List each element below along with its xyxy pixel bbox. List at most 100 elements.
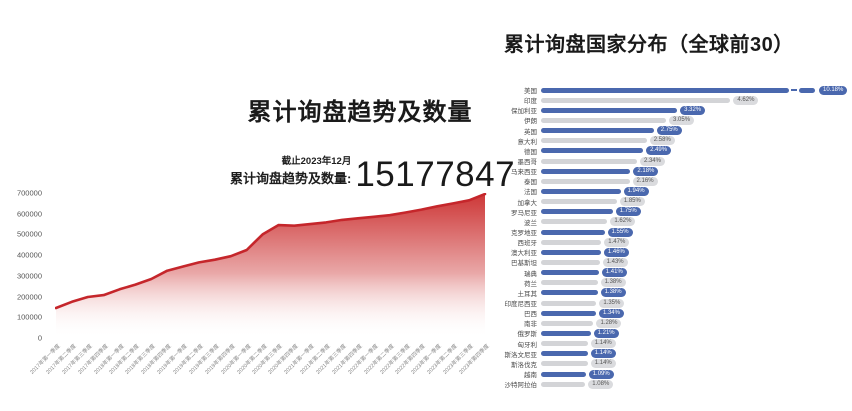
value-pill: 1.47%: [604, 237, 630, 247]
country-label: 沙特阿拉伯: [504, 382, 538, 390]
value-pill: 3.05%: [669, 115, 695, 125]
area-chart: 0 100000 200000 300000 400000 500000 600000 700…: [16, 189, 491, 409]
value-pill: 2.16%: [632, 176, 658, 186]
country-bar: [541, 117, 667, 123]
country-bar: [541, 259, 600, 265]
bar-row: 巴西 1.34%: [490, 308, 852, 318]
country-label: 法国: [524, 189, 537, 197]
country-label: 印度尼西亚: [504, 301, 538, 309]
country-label: 南非: [524, 321, 537, 329]
bar-row: 斯洛伐克 1.14%: [490, 359, 852, 369]
value-pill: 10.18%: [819, 85, 848, 95]
country-label: 加拿大: [517, 199, 538, 207]
area-line: [55, 193, 487, 310]
bar-row: 保加利亚 3.32%: [490, 105, 852, 115]
country-bar-chart: 美国 10.18% 印度 4.62% 保加利亚 3.32% 伊朗 3.05% 英国 2.75% 意大…: [490, 85, 852, 389]
bar-row: 意大利 2.58%: [490, 136, 852, 146]
value-pill: 1.09%: [588, 369, 614, 379]
country-bar: [541, 361, 588, 367]
country-bar: [541, 310, 596, 316]
country-label: 伊朗: [524, 118, 537, 126]
value-pill: 1.14%: [590, 349, 616, 359]
y-tick-label: 600000: [16, 209, 42, 219]
country-label: 意大利: [517, 138, 538, 146]
metric-label: 累计询盘趋势及数量:: [230, 171, 352, 186]
total-value: 15177847: [355, 154, 516, 194]
bar-row: 斯洛文尼亚 1.14%: [490, 349, 852, 359]
area-chart-plot: [55, 193, 487, 338]
value-pill: 1.43%: [602, 257, 628, 267]
country-bar: [541, 249, 601, 255]
country-label: 泰国: [524, 179, 537, 187]
value-pill: 1.94%: [623, 186, 649, 196]
y-tick-label: 100000: [16, 312, 42, 322]
country-bar: [541, 330, 591, 336]
value-pill: 2.34%: [639, 156, 665, 166]
country-chart-panel: 累计询盘国家分布（全球前30） 美国 10.18% 印度 4.62% 保加利亚 3.32%…: [490, 0, 852, 411]
area-chart-x-axis: 2017年第一季度 2017年第二季度 2017年第三季度 2017年第四季度 2018…: [29, 339, 490, 409]
country-label: 波兰: [524, 219, 537, 227]
country-bar: [541, 320, 594, 326]
country-label: 土耳其: [517, 290, 538, 298]
country-bar: [541, 300, 597, 306]
value-pill: 1.75%: [615, 207, 641, 217]
value-pill: 4.62%: [733, 95, 759, 105]
bar-row: 法国 1.94%: [490, 186, 852, 196]
bar-row: 俄罗斯 1.21%: [490, 328, 852, 338]
country-label: 斯洛文尼亚: [504, 351, 538, 359]
bar-row: 英国 2.75%: [490, 126, 852, 136]
value-pill: 2.75%: [656, 126, 682, 136]
country-bar: [541, 351, 588, 357]
country-bar: [541, 158, 637, 164]
bar-row: 墨西哥 2.34%: [490, 156, 852, 166]
value-pill: 1.46%: [603, 247, 629, 257]
total-stat-labels: 截止2023年12月 累计询盘趋势及数量:: [230, 153, 351, 190]
bar-row: 巴基斯坦 1.43%: [490, 257, 852, 267]
country-bar: [541, 381, 586, 387]
bar-row: 澳大利亚 1.46%: [490, 247, 852, 257]
country-label: 巴基斯坦: [511, 260, 537, 268]
bar-row: 沙特阿拉伯 1.08%: [490, 379, 852, 389]
country-bar: [541, 229, 605, 235]
asof-label: 截止2023年12月: [281, 156, 352, 167]
value-pill: 2.58%: [649, 136, 675, 146]
value-pill: 1.08%: [588, 379, 614, 389]
value-pill: 1.34%: [598, 308, 624, 318]
country-bar: [541, 209, 613, 215]
bar-row: 罗马尼亚 1.75%: [490, 207, 852, 217]
country-label: 澳大利亚: [511, 250, 537, 258]
value-pill: 1.21%: [593, 328, 619, 338]
country-label: 德国: [524, 148, 537, 156]
value-pill: 1.85%: [619, 197, 645, 207]
country-bar: [541, 178, 630, 184]
country-bar: [541, 280, 598, 286]
bar-row: 西班牙 1.47%: [490, 237, 852, 247]
bar-row: 印度 4.62%: [490, 95, 852, 105]
country-label: 俄罗斯: [517, 331, 538, 339]
country-label: 墨西哥: [517, 159, 538, 167]
country-label: 西班牙: [517, 240, 538, 248]
trend-chart-title: 累计询盘趋势及数量: [247, 99, 473, 126]
country-bar: [541, 87, 789, 93]
bar-row: 越南 1.09%: [490, 369, 852, 379]
value-pill: 1.38%: [600, 278, 626, 288]
value-pill: 1.14%: [590, 359, 616, 369]
y-tick-label: 400000: [16, 250, 42, 260]
country-bar: [541, 188, 621, 194]
axis-break-segment: [799, 87, 815, 93]
country-bar: [541, 148, 644, 154]
bar-row: 美国 10.18%: [490, 85, 852, 95]
bar-row: 克罗地亚 1.55%: [490, 227, 852, 237]
total-stat: 截止2023年12月 累计询盘趋势及数量: 15177847: [230, 153, 516, 194]
bar-row: 瑞典 1.41%: [490, 268, 852, 278]
country-label: 越南: [524, 372, 537, 379]
bar-row: 泰国 2.16%: [490, 176, 852, 186]
country-label: 保加利亚: [511, 108, 537, 116]
value-pill: 1.41%: [601, 268, 627, 278]
y-tick-label: 200000: [16, 292, 42, 302]
value-pill: 2.49%: [646, 146, 672, 156]
value-pill: 1.35%: [599, 298, 625, 308]
bar-row: 德国 2.49%: [490, 146, 852, 156]
bar-row: 加拿大 1.85%: [490, 197, 852, 207]
